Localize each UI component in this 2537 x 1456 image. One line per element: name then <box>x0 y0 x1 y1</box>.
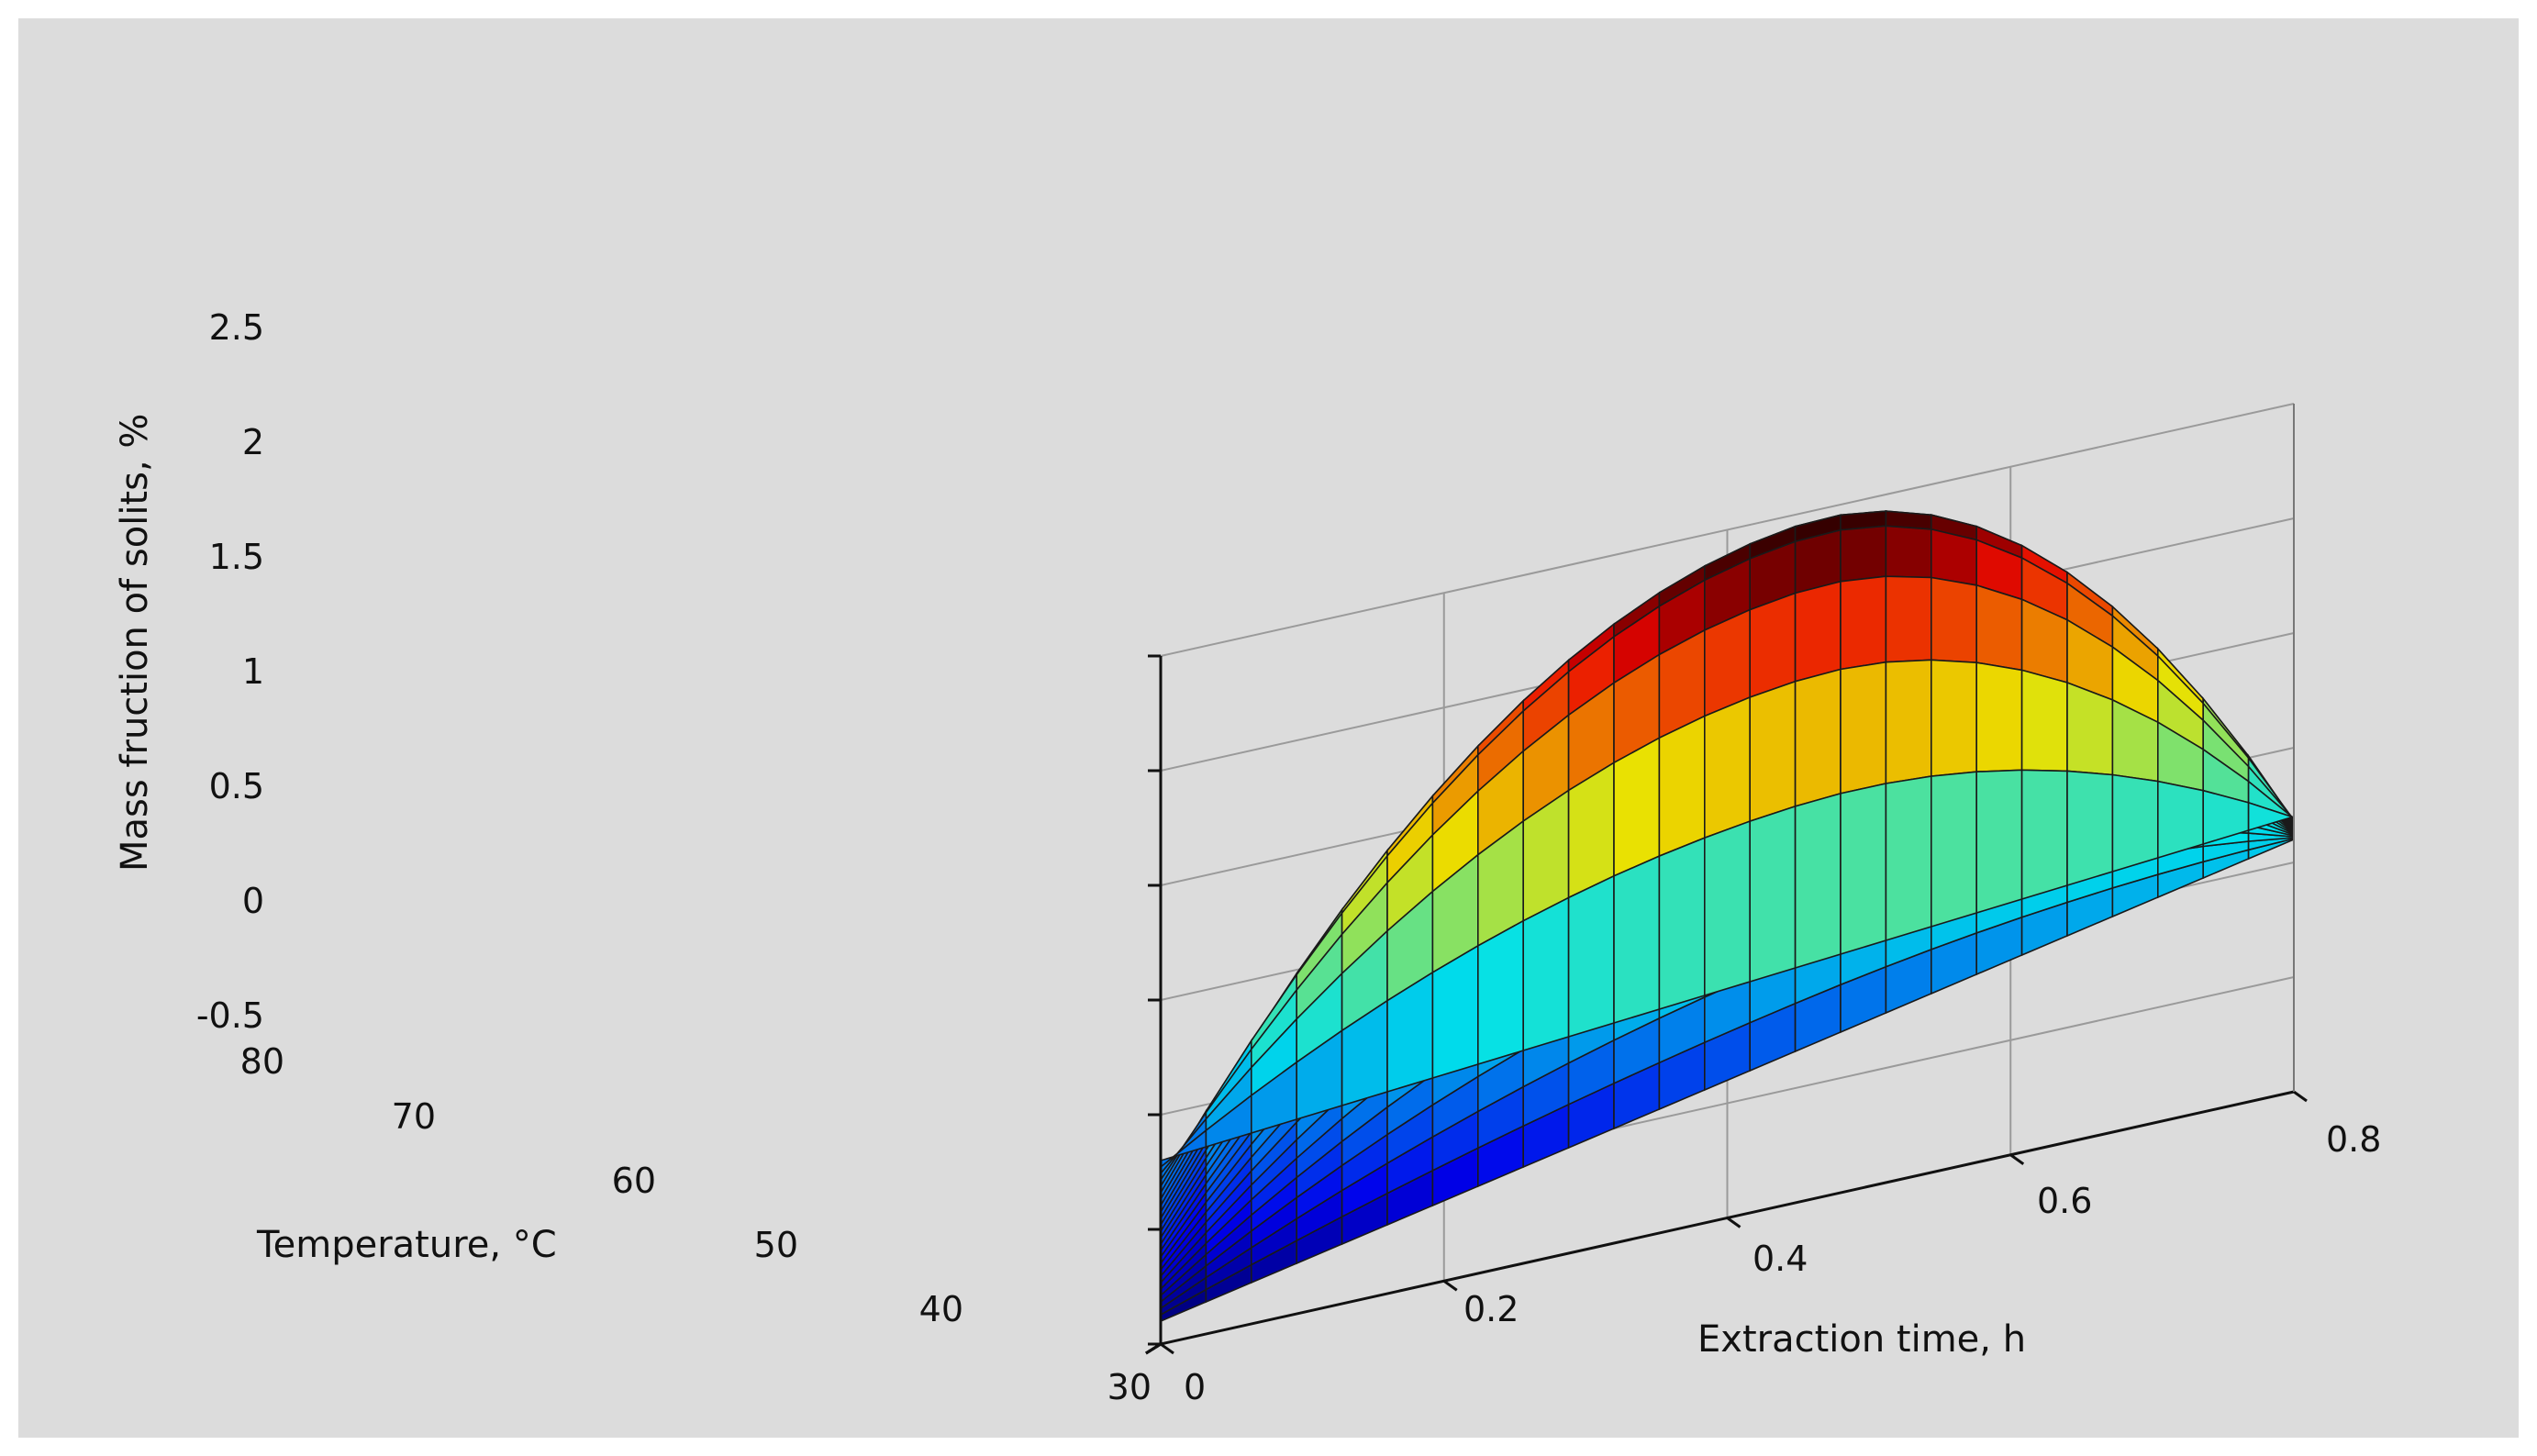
surface-patch <box>1749 805 1797 984</box>
temperature-tick-label: 60 <box>612 1161 656 1201</box>
temperature-axis-tick <box>1145 1342 1162 1355</box>
z-tick-label: -0.5 <box>196 995 264 1036</box>
surface-patch <box>2066 770 2114 887</box>
temperature-tick-label: 70 <box>392 1096 436 1137</box>
temperature-tick-label: 80 <box>240 1041 284 1082</box>
surface-patch <box>1975 661 2023 773</box>
surface-patch <box>1658 837 1706 1011</box>
time-tick-label: 0 <box>1184 1367 1206 1407</box>
surface-patch <box>1794 792 1842 970</box>
time-axis-tick <box>1160 1342 1174 1355</box>
time-axis-tick <box>1442 1280 1458 1292</box>
surface-patch <box>1885 575 1932 663</box>
z-tick-label: 2.5 <box>209 307 264 348</box>
surface-patch <box>1613 854 1661 1025</box>
temperature-tick-label: 50 <box>754 1225 798 1265</box>
axis-lines <box>1145 404 2308 1355</box>
z-tick-label: 2 <box>242 422 264 462</box>
plot-frame: 2.5 2 1.5 1 0.5 0 -0.5 80 70 60 50 40 30… <box>18 18 2519 1438</box>
temperature-axis-title: Temperature, °C <box>256 1224 557 1266</box>
surface-patch <box>1840 783 1887 956</box>
time-tick-label: 0.8 <box>2326 1119 2381 1160</box>
time-tick-label: 0.6 <box>2037 1181 2092 1221</box>
surface-patch <box>2111 773 2159 873</box>
surface-patch <box>1794 668 1842 807</box>
surface-patch <box>1749 592 1797 699</box>
time-axis-tick <box>2293 1090 2308 1103</box>
surface-patch <box>1704 819 1751 997</box>
surface-patch <box>1613 736 1661 878</box>
temperature-tick-label: 30 <box>1107 1367 1152 1407</box>
surface-patch <box>1840 661 1887 795</box>
surface-patch <box>1885 775 1932 942</box>
surface-patch <box>1931 528 1977 586</box>
surface-patch <box>1885 659 1932 784</box>
surface-patch <box>2020 769 2068 901</box>
surface-patch <box>1794 580 1842 683</box>
surface-patch <box>1704 695 1751 839</box>
surface-patch <box>1658 715 1706 858</box>
surface-patch <box>1975 769 2023 915</box>
time-axis-tick <box>1726 1217 1741 1228</box>
z-tick-label: 0.5 <box>209 766 264 806</box>
surface-chart: 2.5 2 1.5 1 0.5 0 -0.5 80 70 60 50 40 30… <box>114 307 2381 1407</box>
surface-patch <box>1931 771 1977 928</box>
surface-patch <box>1931 659 1977 777</box>
z-tick-label: 1.5 <box>209 537 264 577</box>
surface-patch <box>1749 680 1797 823</box>
temperature-tick-label: 40 <box>919 1289 963 1329</box>
surface-patch <box>1477 919 1524 1066</box>
surface-patch <box>1522 896 1570 1052</box>
surface-patch <box>1931 576 1977 664</box>
surface-patch <box>1975 584 2023 672</box>
z-axis-title: Mass fruction of solits, % <box>114 414 156 872</box>
time-axis-title: Extraction time, h <box>1697 1318 2026 1361</box>
z-tick-label: 1 <box>242 651 264 692</box>
surface-patch <box>1840 525 1887 583</box>
time-tick-label: 0.4 <box>1753 1239 1808 1279</box>
z-tick-label: 0 <box>242 881 264 921</box>
time-tick-label: 0.2 <box>1463 1289 1519 1329</box>
surface-patch <box>1567 874 1615 1039</box>
surface-patch <box>2157 780 2204 860</box>
surface-patch <box>1885 525 1932 579</box>
surface-mesh <box>1160 510 2295 1323</box>
time-axis-tick <box>2009 1153 2025 1165</box>
surface-patch <box>2020 669 2068 772</box>
surface-patch <box>1840 575 1887 671</box>
